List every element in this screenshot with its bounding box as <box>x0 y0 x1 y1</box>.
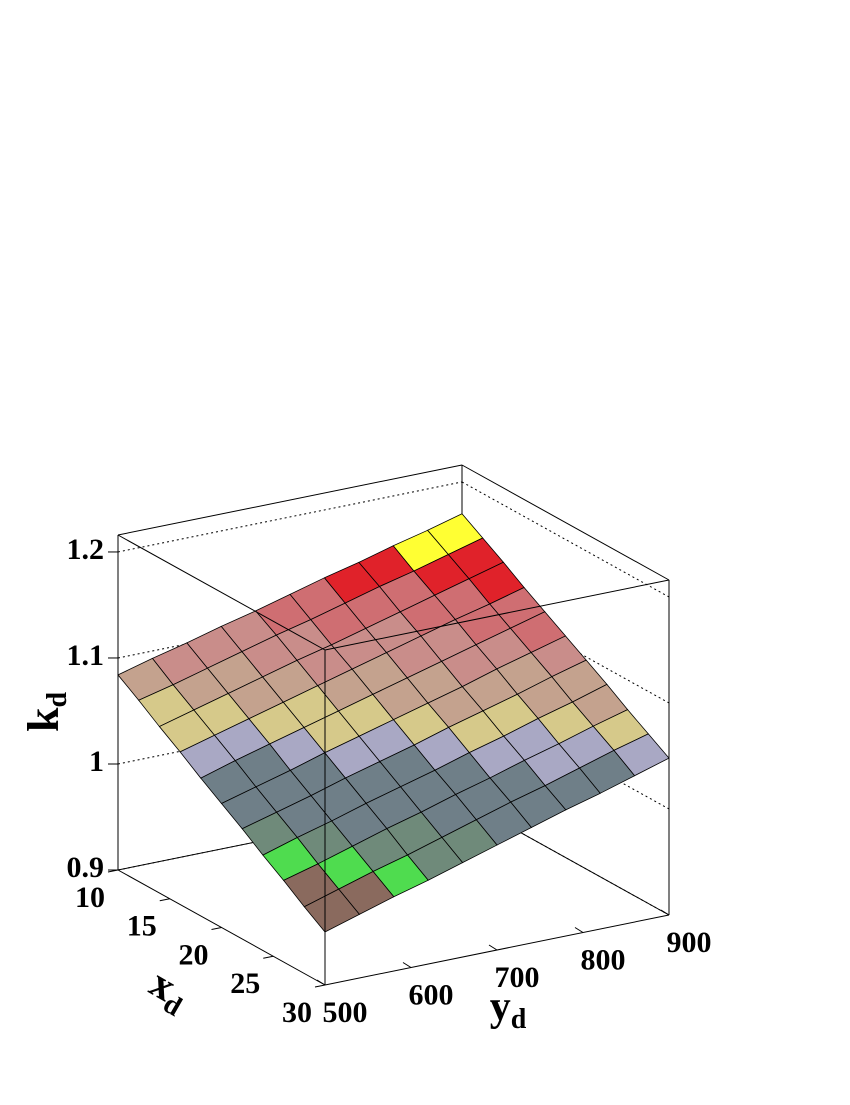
y-tick <box>488 944 498 951</box>
z-axis-title: kd <box>19 692 73 732</box>
y-tick-label: 800 <box>581 943 626 976</box>
z-axis-title-main: k <box>19 707 68 732</box>
y-axis-title-main: y <box>490 984 511 1030</box>
x-tick <box>314 984 326 988</box>
grid-line <box>117 481 463 553</box>
z-tick-label: 1.2 <box>67 533 105 566</box>
z-tick-label: 0.9 <box>67 851 105 884</box>
y-tick <box>402 962 412 968</box>
box-edge <box>324 579 670 651</box>
x-tick <box>263 955 274 959</box>
y-tick <box>574 927 584 933</box>
y-axis-title: yd <box>490 984 527 1036</box>
y-tick <box>316 979 326 986</box>
x-tick <box>159 898 170 902</box>
box-edge <box>117 464 463 536</box>
y-axis-title-sub: d <box>511 1004 527 1035</box>
x-tick-label: 10 <box>75 881 105 914</box>
y-tick-label: 900 <box>667 926 712 959</box>
x-tick <box>211 927 222 930</box>
x-tick-label: 15 <box>127 910 157 943</box>
x-tick-label: 20 <box>179 938 209 971</box>
x-tick-label: 30 <box>282 996 312 1029</box>
y-tick <box>660 909 670 916</box>
z-axis-title-sub: d <box>42 692 73 708</box>
z-tick-label: 1.1 <box>67 639 105 672</box>
surface-cell <box>303 888 361 933</box>
y-tick-label: 600 <box>409 978 454 1011</box>
y-tick-label: 700 <box>495 961 540 994</box>
box-edge <box>461 464 670 581</box>
x-tick <box>107 869 119 873</box>
z-tick-label: 1 <box>89 745 104 778</box>
y-tick-label: 500 <box>323 996 368 1029</box>
box-edge <box>117 534 326 651</box>
x-tick-label: 25 <box>230 967 260 1000</box>
